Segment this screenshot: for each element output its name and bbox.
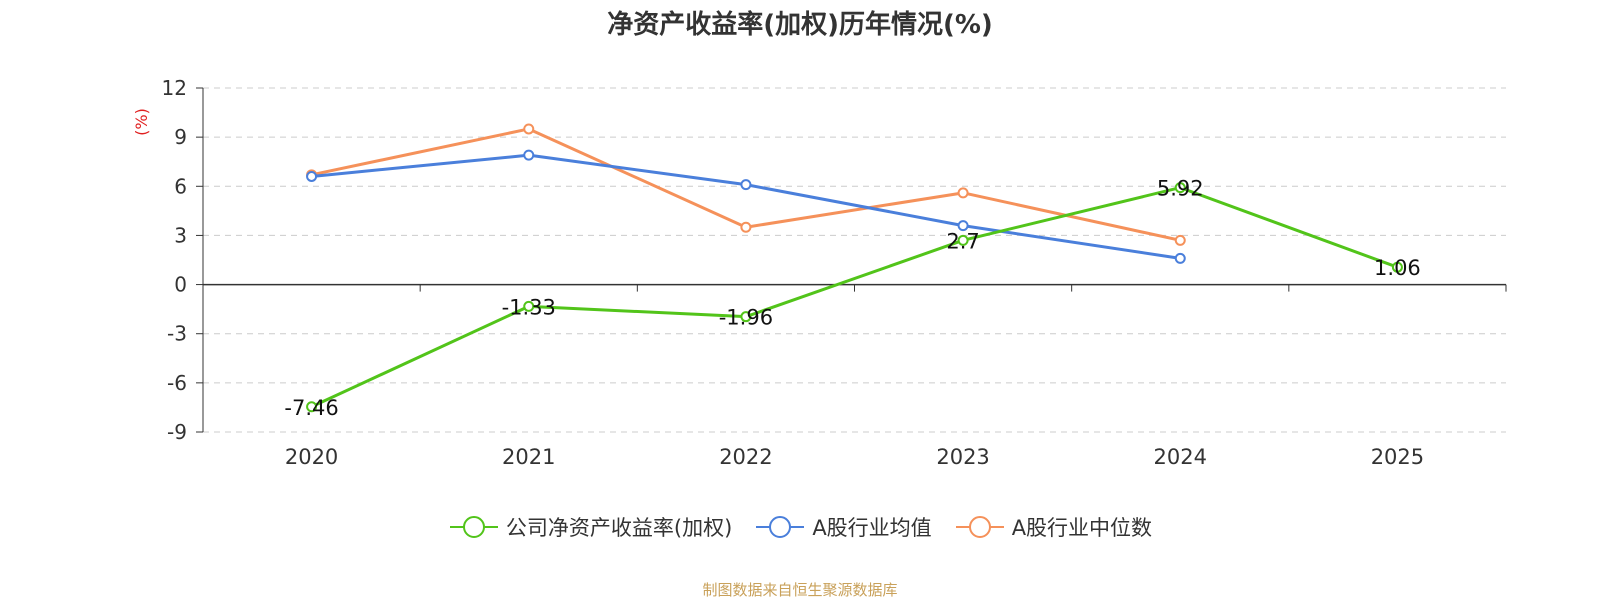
series-line	[311, 153, 1181, 260]
legend-marker-icon	[756, 516, 805, 538]
legend-label: 公司净资产收益率(加权)	[505, 516, 733, 540]
x-tick-label: 2021	[502, 445, 555, 469]
data-point	[523, 123, 535, 135]
legend-item[interactable]: 公司净资产收益率(加权)	[448, 512, 732, 542]
data-point	[957, 234, 969, 246]
data-label: -1.96	[719, 306, 773, 330]
legend-label: A股行业中位数	[1011, 516, 1153, 540]
x-tick-label: 2022	[719, 445, 772, 469]
data-point	[306, 170, 318, 182]
data-point	[740, 311, 752, 323]
legend-marker-icon	[955, 516, 1004, 538]
y-tick-label: 9	[174, 125, 187, 149]
series-line	[310, 186, 1398, 409]
y-tick-label: -3	[167, 322, 187, 346]
x-tick-label: 2020	[285, 445, 338, 469]
y-tick-label: -6	[167, 371, 187, 395]
data-source-note: 制图数据来自恒生聚源数据库	[702, 581, 898, 599]
y-tick-label: -9	[167, 420, 187, 444]
data-point	[306, 401, 318, 413]
data-point	[523, 300, 535, 312]
chart-title: 净资产收益率(加权)历年情况(%)	[607, 10, 993, 40]
y-tick-label: 0	[174, 273, 187, 297]
data-point	[957, 220, 969, 232]
data-point	[1391, 261, 1403, 273]
data-label: 2.7	[946, 229, 979, 253]
data-point	[740, 179, 752, 191]
data-point	[1174, 182, 1186, 194]
data-point	[523, 149, 535, 161]
legend-item[interactable]: A股行业均值	[754, 512, 932, 542]
chart-legend: 公司净资产收益率(加权) A股行业均值 A股行业中位数	[0, 512, 1600, 542]
data-point	[740, 221, 752, 233]
y-tick-label: 3	[174, 223, 187, 247]
data-label: -7.46	[284, 396, 338, 420]
data-point	[957, 187, 969, 199]
legend-marker-icon	[449, 516, 498, 538]
data-point	[1174, 252, 1186, 264]
x-tick-label: 2023	[936, 445, 989, 469]
data-label: -1.33	[502, 295, 556, 319]
y-axis-label: (%)	[132, 108, 151, 136]
data-label: 5.92	[1157, 177, 1204, 201]
y-tick-label: 6	[174, 174, 187, 198]
legend-item[interactable]: A股行业中位数	[954, 512, 1152, 542]
y-tick-label: 12	[162, 76, 187, 100]
x-tick-label: 2024	[1154, 445, 1207, 469]
legend-label: A股行业均值	[812, 516, 932, 540]
data-point	[1174, 234, 1186, 246]
x-tick-label: 2025	[1371, 445, 1424, 469]
data-label: 1.06	[1374, 256, 1421, 280]
